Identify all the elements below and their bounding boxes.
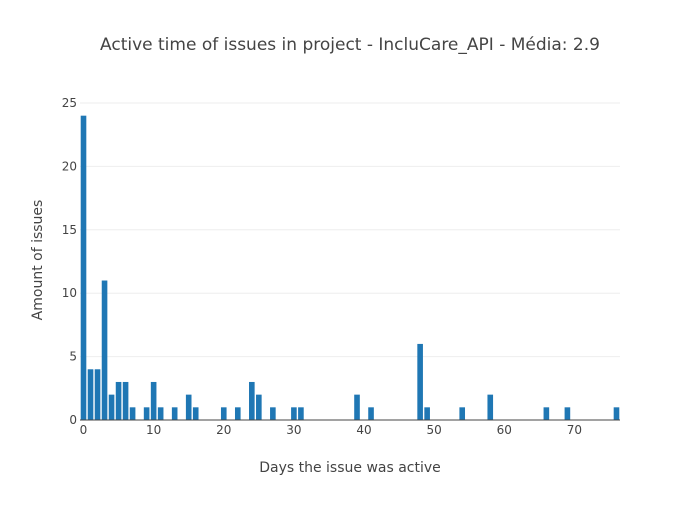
bar — [291, 407, 297, 420]
gridlines — [80, 102, 620, 358]
y-tick-label: 0 — [69, 413, 77, 427]
bar — [417, 343, 423, 420]
x-tick-label: 10 — [146, 423, 161, 437]
bar — [157, 407, 164, 420]
bar — [354, 394, 360, 420]
y-tick-label: 10 — [62, 286, 77, 300]
bar — [101, 280, 108, 420]
bar — [459, 407, 466, 420]
bar — [298, 407, 304, 420]
bar — [150, 381, 157, 420]
bar — [270, 407, 276, 420]
y-tick-label: 20 — [62, 159, 77, 173]
bar — [543, 407, 550, 420]
x-tick-label: 70 — [567, 423, 582, 437]
y-axis-ticks: 0 5 10 15 20 25 — [62, 96, 77, 427]
bar — [80, 115, 87, 421]
bar — [129, 407, 136, 420]
x-axis-title: Days the issue was active — [259, 460, 441, 476]
bar — [424, 407, 430, 420]
x-tick-label: 50 — [427, 423, 442, 437]
bar — [94, 369, 101, 420]
bar — [192, 407, 199, 420]
y-tick-label: 5 — [69, 350, 77, 364]
bar — [220, 407, 227, 420]
x-tick-label: 20 — [216, 423, 231, 437]
y-axis-title: Amount of issues — [30, 200, 46, 321]
bar — [256, 394, 262, 420]
x-tick-label: 40 — [356, 423, 371, 437]
bar — [87, 369, 94, 420]
y-tick-label: 25 — [62, 96, 77, 110]
x-axis-ticks: 0 10 20 30 40 50 60 70 — [80, 423, 582, 437]
bar — [143, 407, 150, 420]
bar — [185, 394, 192, 420]
bar — [171, 407, 178, 420]
bar — [613, 407, 620, 420]
bar — [249, 381, 255, 420]
bar — [108, 394, 115, 420]
x-tick-label: 30 — [286, 423, 301, 437]
y-tick-label: 15 — [62, 223, 77, 237]
bar — [368, 407, 374, 420]
bar — [115, 381, 122, 420]
bar — [487, 394, 494, 420]
chart-title: Active time of issues in project - Inclu… — [100, 35, 600, 55]
bars — [80, 115, 620, 421]
bar — [234, 407, 241, 420]
x-tick-label: 60 — [497, 423, 512, 437]
x-tick-label: 0 — [80, 423, 88, 437]
bar — [564, 407, 571, 420]
bar — [122, 381, 129, 420]
